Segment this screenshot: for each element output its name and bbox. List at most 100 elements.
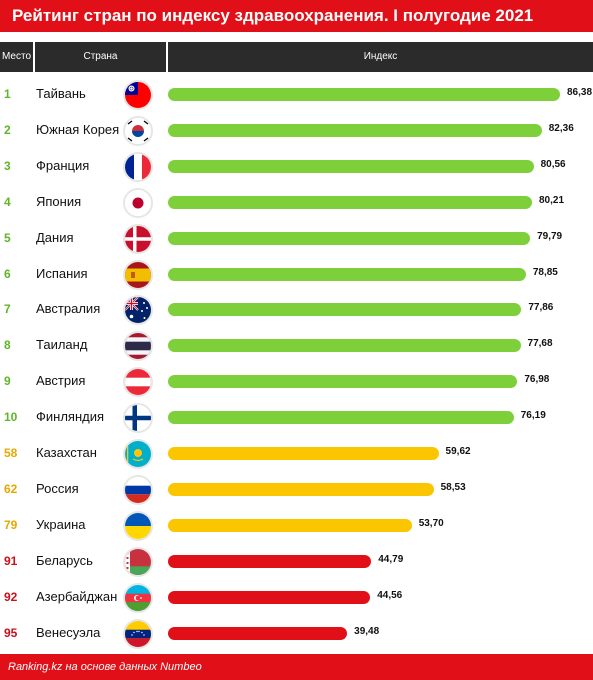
value-label: 39,48 <box>354 625 380 637</box>
bar <box>168 231 531 245</box>
country-label: Таиланд <box>36 337 88 353</box>
country-label: Беларусь <box>36 552 93 568</box>
venezuela-flag-icon <box>123 618 153 649</box>
value-label: 80,21 <box>539 194 565 206</box>
rank-label: 92 <box>4 589 18 604</box>
value-label: 77,68 <box>527 338 553 350</box>
spain-flag-icon <box>123 259 153 290</box>
bar <box>168 554 372 568</box>
bar <box>168 482 434 496</box>
france-flag-icon <box>123 151 153 182</box>
chart-row: 91 Беларусь 44,79 <box>0 543 593 579</box>
chart-row: 8 Таиланд 77,68 <box>0 327 593 363</box>
belarus-flag-icon <box>123 546 153 577</box>
bar <box>168 195 532 209</box>
denmark-flag-icon <box>123 223 153 254</box>
rank-label: 7 <box>4 302 11 317</box>
austria-flag-icon <box>123 367 153 398</box>
country-label: Япония <box>36 193 82 209</box>
chart-row: 10 Финляндия 76,19 <box>0 399 593 435</box>
chart-title: Рейтинг стран по индексу здравоохранения… <box>0 0 593 32</box>
rank-label: 6 <box>4 266 11 281</box>
finland-flag-icon <box>123 403 153 434</box>
chart-row: 95 Венесуэла 39,48 <box>0 615 593 651</box>
chart-row: 5 Дания 79,79 <box>0 220 593 256</box>
chart-row: 2 Южная Корея 82,36 <box>0 112 593 148</box>
country-label: Франция <box>36 157 90 173</box>
country-label: Казахстан <box>36 445 97 460</box>
rank-label: 4 <box>4 194 11 209</box>
japan-flag-icon <box>123 187 153 218</box>
country-label: Венесуэла <box>36 624 101 640</box>
country-label: Южная Корея <box>36 121 120 137</box>
value-label: 58,53 <box>440 481 466 493</box>
chart-row: 3 Франция 80,56 <box>0 148 593 184</box>
value-label: 79,79 <box>537 230 563 242</box>
bar <box>168 518 412 532</box>
bar <box>168 447 439 460</box>
bar <box>168 411 514 425</box>
rank-label: 58 <box>4 446 18 460</box>
value-label: 44,56 <box>377 589 403 601</box>
kazakhstan-flag-icon <box>123 439 153 469</box>
chart-row: 9 Австрия 76,98 <box>0 363 593 399</box>
bar <box>168 626 348 640</box>
header-country: Страна <box>35 42 166 72</box>
south-korea-flag-icon <box>123 115 153 146</box>
rank-label: 9 <box>4 374 11 389</box>
country-label: Азербайджан <box>36 588 118 604</box>
rank-label: 10 <box>4 410 18 425</box>
russia-flag-icon <box>123 474 153 505</box>
bar <box>168 267 526 281</box>
ukraine-flag-icon <box>123 510 153 541</box>
bar <box>168 590 371 604</box>
value-label: 76,98 <box>524 374 550 386</box>
bar <box>168 123 542 137</box>
rank-label: 95 <box>4 625 18 640</box>
value-label: 44,79 <box>378 553 404 565</box>
rank-label: 5 <box>4 230 11 245</box>
header-place: Место <box>0 42 33 72</box>
chart-row: 58 Казахстан 59,62 <box>0 435 593 471</box>
azerbaijan-flag-icon <box>123 582 153 613</box>
value-label: 76,19 <box>520 410 546 422</box>
country-label: Украина <box>36 516 86 532</box>
country-label: Австралия <box>36 301 101 317</box>
rank-label: 2 <box>4 122 11 137</box>
country-label: Испания <box>36 265 88 281</box>
value-label: 53,70 <box>418 517 444 529</box>
country-label: Австрия <box>36 373 86 389</box>
header-index: Индекс <box>168 42 593 72</box>
chart-row: 1 Тайвань 86,38 <box>0 76 593 112</box>
chart-row: 4 Япония 80,21 <box>0 184 593 220</box>
value-label: 82,36 <box>548 122 574 134</box>
country-label: Дания <box>36 229 74 245</box>
country-label: Финляндия <box>36 409 105 425</box>
bar <box>168 303 522 317</box>
rank-label: 62 <box>4 481 18 496</box>
rank-label: 91 <box>4 553 18 568</box>
chart-row: 62 Россия 58,53 <box>0 471 593 507</box>
value-label: 78,85 <box>532 266 558 278</box>
taiwan-flag-icon <box>123 80 153 110</box>
value-label: 77,86 <box>528 302 554 314</box>
value-label: 86,38 <box>567 87 593 98</box>
rank-label: 8 <box>4 338 11 353</box>
chart-row: 6 Испания 78,85 <box>0 256 593 292</box>
country-label: Тайвань <box>36 86 86 101</box>
australia-flag-icon <box>123 295 153 326</box>
country-label: Россия <box>36 480 79 496</box>
bar <box>168 88 560 101</box>
value-label: 59,62 <box>445 446 471 457</box>
bar <box>168 339 521 353</box>
thailand-flag-icon <box>123 331 153 362</box>
bar <box>168 375 518 389</box>
rank-label: 3 <box>4 158 11 173</box>
chart-row: 92 Азербайджан 44,56 <box>0 579 593 615</box>
value-label: 80,56 <box>540 158 566 170</box>
source-footer: Ranking.kz на основе данных Numbeo <box>0 654 593 680</box>
table-header: Место Страна Индекс <box>0 42 593 72</box>
chart-row: 7 Австралия 77,86 <box>0 291 593 327</box>
chart-row: 79 Украина 53,70 <box>0 507 593 543</box>
rank-label: 79 <box>4 517 18 532</box>
